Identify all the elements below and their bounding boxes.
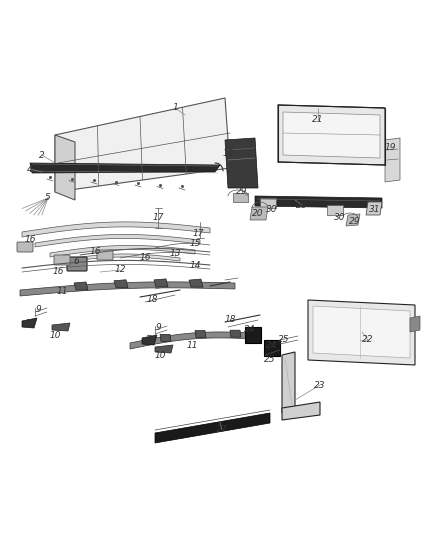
Text: 22: 22	[362, 335, 374, 344]
Text: 17: 17	[192, 229, 204, 238]
Polygon shape	[155, 345, 173, 353]
Polygon shape	[55, 135, 75, 200]
Text: 25: 25	[278, 335, 290, 344]
Text: 6: 6	[73, 257, 79, 266]
Text: 23: 23	[314, 381, 326, 390]
Text: 20: 20	[252, 208, 264, 217]
Polygon shape	[50, 245, 195, 257]
Text: 16: 16	[139, 254, 151, 262]
Polygon shape	[230, 330, 241, 337]
Polygon shape	[225, 138, 258, 188]
Polygon shape	[74, 282, 88, 290]
Text: 14: 14	[189, 261, 201, 270]
Polygon shape	[282, 402, 320, 420]
Polygon shape	[30, 163, 220, 173]
Polygon shape	[327, 205, 343, 215]
Text: 31: 31	[369, 206, 381, 214]
Text: 13: 13	[169, 248, 181, 257]
Polygon shape	[283, 112, 380, 158]
Polygon shape	[35, 235, 200, 247]
Polygon shape	[313, 306, 410, 358]
Polygon shape	[245, 327, 261, 343]
Polygon shape	[160, 334, 171, 341]
Text: 1: 1	[172, 103, 178, 112]
Polygon shape	[233, 193, 248, 202]
Polygon shape	[189, 279, 203, 287]
Text: 15: 15	[189, 238, 201, 247]
Text: 25: 25	[264, 356, 276, 365]
Text: 16: 16	[24, 236, 36, 245]
Text: 29: 29	[349, 217, 361, 227]
Polygon shape	[60, 254, 180, 263]
FancyBboxPatch shape	[67, 257, 87, 271]
Polygon shape	[278, 105, 385, 165]
Polygon shape	[22, 222, 210, 237]
Polygon shape	[346, 214, 360, 226]
Polygon shape	[155, 413, 270, 443]
Text: 19: 19	[384, 143, 396, 152]
Text: 24: 24	[266, 341, 278, 350]
Polygon shape	[282, 352, 295, 413]
Text: 10: 10	[154, 351, 166, 359]
Text: 18: 18	[224, 316, 236, 325]
Polygon shape	[22, 318, 37, 328]
Polygon shape	[385, 138, 400, 182]
Polygon shape	[250, 207, 268, 220]
FancyBboxPatch shape	[97, 250, 113, 260]
Text: 5: 5	[45, 193, 51, 203]
Text: 10: 10	[49, 330, 61, 340]
Polygon shape	[142, 335, 157, 345]
Polygon shape	[130, 332, 255, 349]
Text: 11: 11	[56, 287, 68, 296]
Text: 7: 7	[25, 319, 31, 327]
Polygon shape	[55, 98, 230, 192]
Text: 30: 30	[266, 206, 278, 214]
Polygon shape	[366, 202, 382, 215]
Text: 2: 2	[39, 150, 45, 159]
Polygon shape	[264, 340, 280, 356]
Polygon shape	[260, 198, 276, 208]
Text: 9: 9	[35, 305, 41, 314]
Text: 16: 16	[89, 247, 101, 256]
Text: 17: 17	[152, 214, 164, 222]
Text: 7: 7	[145, 335, 151, 344]
FancyBboxPatch shape	[17, 242, 33, 252]
Text: 28: 28	[296, 200, 308, 209]
Text: 30: 30	[334, 214, 346, 222]
Polygon shape	[114, 280, 128, 288]
Text: 19: 19	[222, 149, 234, 157]
Polygon shape	[20, 282, 235, 296]
Text: 18: 18	[146, 295, 158, 304]
Text: 27: 27	[216, 425, 228, 434]
Text: 9: 9	[155, 324, 161, 333]
Text: 16: 16	[52, 268, 64, 277]
Polygon shape	[255, 196, 382, 208]
Text: 12: 12	[114, 265, 126, 274]
Polygon shape	[195, 330, 206, 337]
FancyBboxPatch shape	[54, 255, 70, 265]
Text: 24: 24	[244, 326, 256, 335]
Text: 21: 21	[312, 116, 324, 125]
Text: 29: 29	[236, 188, 248, 197]
Text: 4: 4	[27, 165, 33, 174]
Polygon shape	[154, 279, 168, 287]
Polygon shape	[308, 300, 415, 365]
Polygon shape	[52, 323, 70, 331]
Text: 11: 11	[186, 341, 198, 350]
Polygon shape	[410, 316, 420, 332]
